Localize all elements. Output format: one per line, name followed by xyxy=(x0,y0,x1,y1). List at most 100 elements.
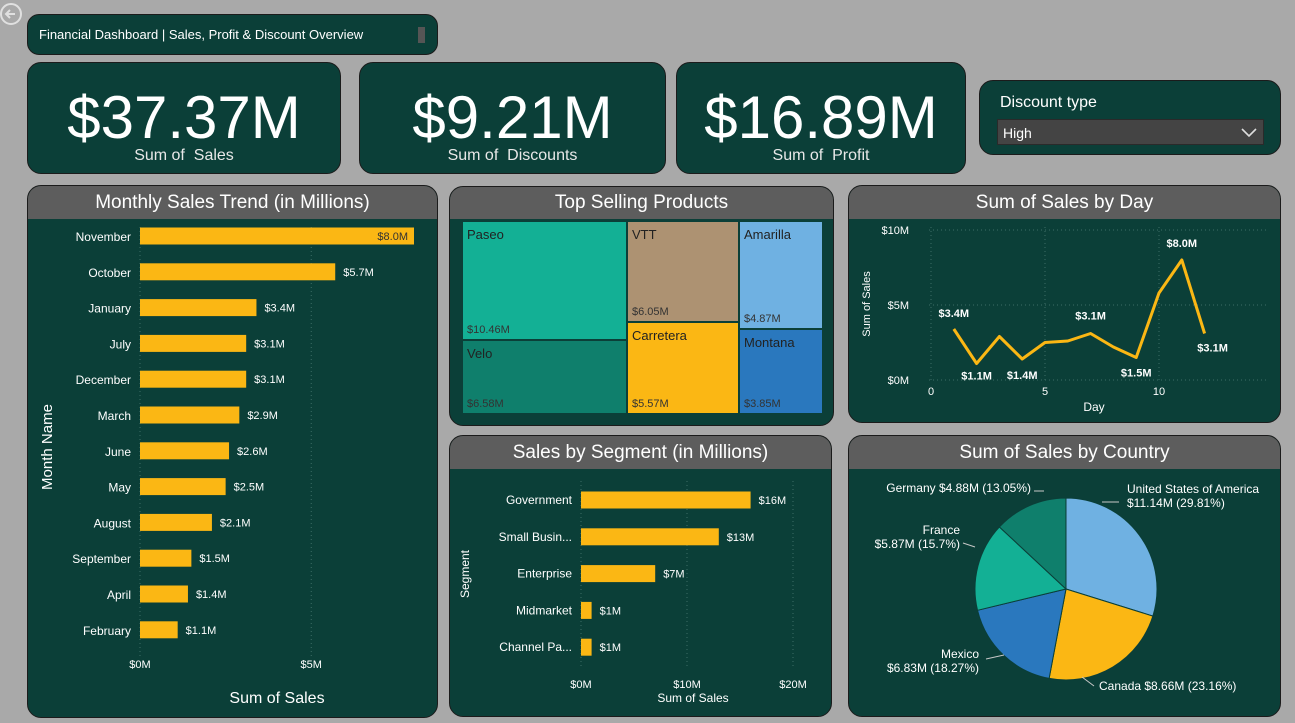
kpi-value: $37.37M xyxy=(67,84,301,151)
data-label: $8.0M xyxy=(1167,238,1198,250)
category-label-january: January xyxy=(88,302,131,316)
bar-small-busin xyxy=(581,528,719,546)
treemap-cell-velo[interactable]: Velo $6.58M xyxy=(462,340,627,414)
x-tick-label: $0M xyxy=(570,679,591,691)
category-label-december: December xyxy=(76,373,131,387)
slice-label-canada: Canada $8.66M (23.16%) xyxy=(1099,679,1236,693)
data-label: $3.1M xyxy=(254,374,285,386)
axis-title-x: Sum of Sales xyxy=(657,691,728,705)
treemap-cell-paseo[interactable]: Paseo $10.46M xyxy=(462,221,627,340)
bar-government xyxy=(581,491,751,509)
dropdown-selected-value: High xyxy=(1003,125,1032,141)
category-label-august: August xyxy=(94,516,132,530)
treemap-label: Montana xyxy=(744,335,795,350)
pie-slice-germany xyxy=(998,497,1067,591)
data-label: $1.1M xyxy=(961,371,992,383)
kpi-value: $9.21M xyxy=(412,84,613,151)
category-label-february: February xyxy=(83,624,131,638)
sales-by-country-panel: Sum of Sales by Country United States of… xyxy=(848,435,1281,717)
data-label: $13M xyxy=(727,532,755,544)
slice-label-united-states-of-america: United States of America xyxy=(1127,482,1259,496)
pie-slice-united-states-of-america xyxy=(1065,497,1158,617)
category-label-july: July xyxy=(110,337,131,351)
data-label: $3.1M xyxy=(1075,311,1106,323)
panel-title: Sum of Sales by Day xyxy=(849,186,1280,219)
category-label-september: September xyxy=(72,552,131,566)
treemap-label: Amarilla xyxy=(744,227,791,242)
bar-february xyxy=(140,621,178,639)
data-label: $1M xyxy=(600,605,621,617)
treemap-cell-carretera[interactable]: Carretera $5.57M xyxy=(627,322,739,414)
data-label: $1.5M xyxy=(199,553,230,565)
treemap-value: $4.87M xyxy=(744,313,781,325)
axis-title-x: Day xyxy=(1083,400,1104,414)
y-tick-label: $10M xyxy=(881,225,909,237)
data-label: $1M xyxy=(600,642,621,654)
bar-august xyxy=(140,513,212,531)
leader-line xyxy=(962,542,976,548)
panel-title: Sales by Segment (in Millions) xyxy=(450,436,831,469)
slice-label-united-states-of-america: $11.14M (29.81%) xyxy=(1127,496,1225,510)
monthly-sales-chart: Month Name Sum of Sales $0M $5M November $8… xyxy=(39,227,414,707)
x-tick-label: $0M xyxy=(129,659,150,671)
category-label-midmarket: Midmarket xyxy=(516,603,573,617)
category-label-channel-pa: Channel Pa... xyxy=(499,640,572,654)
category-label-may: May xyxy=(108,481,131,495)
kpi-value: $16.89M xyxy=(704,84,938,151)
discount-type-dropdown[interactable]: High xyxy=(997,119,1264,145)
data-label: $8.0M xyxy=(377,231,408,243)
bar-midmarket xyxy=(581,601,592,619)
page-title: Financial Dashboard | Sales, Profit & Di… xyxy=(39,27,364,42)
scrollbar-thumb[interactable] xyxy=(418,27,425,43)
panel-title: Top Selling Products xyxy=(450,187,833,219)
treemap-cell-amarilla[interactable]: Amarilla $4.87M xyxy=(739,221,823,329)
sales-by-segment-chart: Segment Sum of Sales $0M $10M $20M Governme… xyxy=(458,481,807,705)
y-tick-label: $5M xyxy=(888,300,909,312)
treemap-label: Velo xyxy=(467,346,493,361)
axis-title-y: Month Name xyxy=(39,404,56,490)
x-tick-label: $5M xyxy=(301,659,322,671)
monthly-sales-panel: Monthly Sales Trend (in Millions) Month … xyxy=(27,185,438,718)
category-label-small-busin: Small Busin... xyxy=(499,530,572,544)
data-label: $1.4M xyxy=(196,589,227,601)
data-label: $3.1M xyxy=(1197,343,1228,355)
treemap-cell-vtt[interactable]: VTT $6.05M xyxy=(627,221,739,322)
kpi-label: Sum of Profit xyxy=(772,147,870,164)
data-label: $5.7M xyxy=(343,267,374,279)
bar-october xyxy=(140,263,336,281)
treemap-cell-montana[interactable]: Montana $3.85M xyxy=(739,329,823,414)
data-label: $7M xyxy=(663,569,684,581)
slice-label-mexico: $6.83M (18.27%) xyxy=(887,661,979,675)
slice-label-france: France xyxy=(923,523,961,537)
data-label: $16M xyxy=(759,495,787,507)
back-button[interactable] xyxy=(0,3,22,25)
bar-july xyxy=(140,334,247,352)
bar-channel-pa xyxy=(581,638,592,656)
kpi-label: Sum of Discounts xyxy=(447,147,578,164)
bar-december xyxy=(140,370,247,388)
pie-slice-france xyxy=(974,526,1068,611)
treemap-label: VTT xyxy=(632,227,657,242)
leader-line xyxy=(1081,676,1095,687)
x-tick-label: 0 xyxy=(928,386,934,398)
bar-january xyxy=(140,299,257,317)
axis-title-x: Sum of Sales xyxy=(229,690,324,707)
bar-november xyxy=(140,227,414,245)
data-label: $1.5M xyxy=(1121,368,1152,380)
x-tick-label: 10 xyxy=(1153,386,1165,398)
data-label: $1.4M xyxy=(1007,370,1038,382)
slicer-label: Discount type xyxy=(1000,94,1097,111)
slice-label-mexico: Mexico xyxy=(941,647,979,661)
sales-by-day-panel: Sum of Sales by Day Sum of Sales Day $0M… xyxy=(848,185,1281,423)
bar-may xyxy=(140,478,226,496)
data-label: $2.9M xyxy=(247,410,278,422)
data-label: $2.1M xyxy=(220,517,251,529)
series-line xyxy=(952,258,1207,365)
treemap-value: $10.46M xyxy=(467,324,510,336)
sales-by-country-chart: United States of America$11.14M (29.81%)… xyxy=(875,481,1260,693)
leader-line xyxy=(985,654,1005,660)
dashboard-title-bar: Financial Dashboard | Sales, Profit & Di… xyxy=(27,14,438,55)
x-tick-label: $10M xyxy=(673,679,701,691)
treemap-value: $6.58M xyxy=(467,398,504,410)
bar-enterprise xyxy=(581,565,656,583)
